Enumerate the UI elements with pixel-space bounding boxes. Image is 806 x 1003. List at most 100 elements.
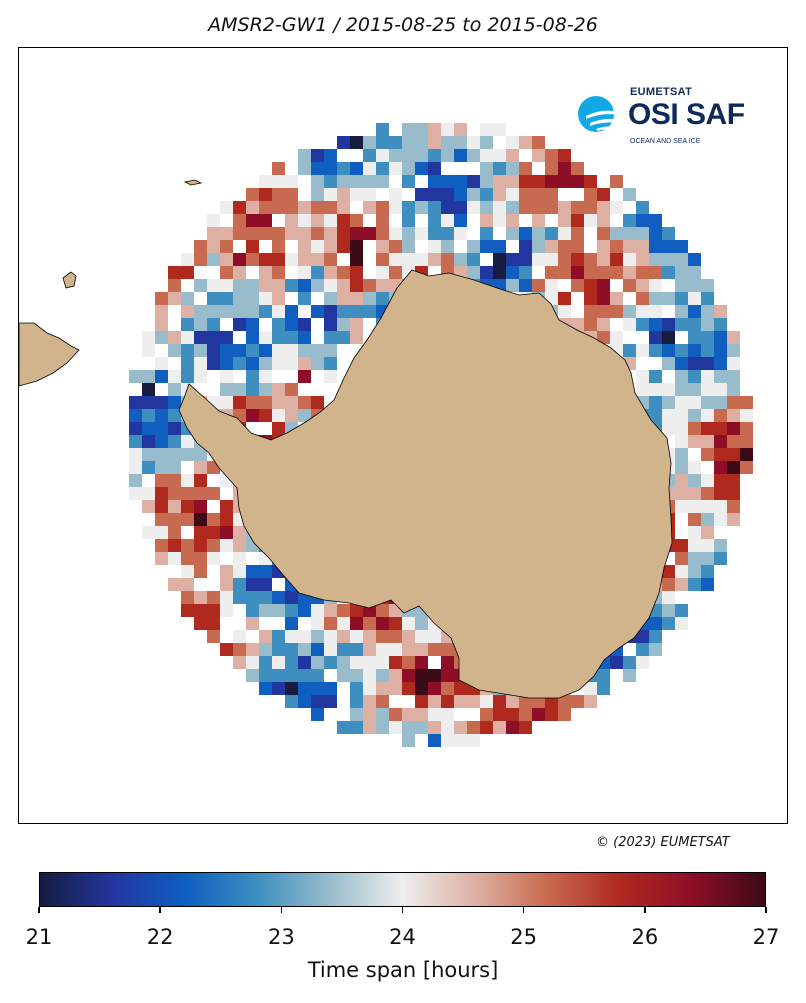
grid-cell <box>532 227 545 240</box>
colorbar <box>39 872 766 907</box>
grid-cell <box>181 474 194 487</box>
grid-cell <box>623 656 636 669</box>
grid-cell <box>467 149 480 162</box>
grid-cell <box>402 162 415 175</box>
grid-cell <box>246 565 259 578</box>
grid-cell <box>688 331 701 344</box>
grid-cell <box>298 409 311 422</box>
grid-cell <box>298 357 311 370</box>
grid-cell <box>337 630 350 643</box>
grid-cell <box>688 487 701 500</box>
grid-cell <box>441 656 454 669</box>
grid-cell <box>142 448 155 461</box>
grid-cell <box>389 136 402 149</box>
grid-cell <box>311 279 324 292</box>
grid-cell <box>662 604 675 617</box>
grid-cell <box>155 422 168 435</box>
grid-cell <box>233 630 246 643</box>
grid-cell <box>337 318 350 331</box>
grid-cell <box>597 305 610 318</box>
grid-cell <box>337 669 350 682</box>
grid-cell <box>428 734 441 747</box>
grid-cell <box>376 136 389 149</box>
grid-cell <box>545 175 558 188</box>
grid-cell <box>298 370 311 383</box>
grid-cell <box>636 643 649 656</box>
grid-cell <box>506 149 519 162</box>
grid-cell <box>155 526 168 539</box>
grid-cell <box>324 240 337 253</box>
grid-cell <box>649 617 662 630</box>
grid-cell <box>298 331 311 344</box>
grid-cell <box>207 552 220 565</box>
grid-cell <box>259 266 272 279</box>
grid-cell <box>428 136 441 149</box>
grid-cell <box>558 253 571 266</box>
grid-cell <box>584 175 597 188</box>
grid-cell <box>428 123 441 136</box>
grid-cell <box>675 617 688 630</box>
grid-cell <box>181 565 194 578</box>
grid-cell <box>142 370 155 383</box>
grid-cell <box>207 513 220 526</box>
grid-cell <box>142 461 155 474</box>
grid-cell <box>220 539 233 552</box>
grid-cell <box>168 370 181 383</box>
grid-cell <box>415 643 428 656</box>
logo-subtitle-text: OCEAN AND SEA ICE <box>630 138 701 145</box>
grid-cell <box>233 552 246 565</box>
grid-cell <box>571 162 584 175</box>
grid-cell <box>324 682 337 695</box>
grid-cell <box>363 630 376 643</box>
grid-cell <box>155 396 168 409</box>
grid-cell <box>246 227 259 240</box>
grid-cell <box>337 188 350 201</box>
grid-cell <box>467 240 480 253</box>
grid-cell <box>493 214 506 227</box>
grid-cell <box>623 214 636 227</box>
grid-cell <box>311 682 324 695</box>
south-america-landmass <box>19 322 80 387</box>
grid-cell <box>363 149 376 162</box>
grid-cell <box>597 292 610 305</box>
grid-cell <box>194 357 207 370</box>
grid-cell <box>714 435 727 448</box>
grid-cell <box>233 318 246 331</box>
grid-cell <box>662 266 675 279</box>
grid-cell <box>246 318 259 331</box>
grid-cell <box>155 513 168 526</box>
grid-cell <box>688 552 701 565</box>
grid-cell <box>233 578 246 591</box>
grid-cell <box>285 643 298 656</box>
grid-cell <box>350 604 363 617</box>
grid-cell <box>363 162 376 175</box>
grid-cell <box>337 240 350 253</box>
grid-cell <box>220 513 233 526</box>
grid-cell <box>402 656 415 669</box>
grid-cell <box>285 409 298 422</box>
grid-cell <box>558 305 571 318</box>
colorbar-tick-label: 25 <box>510 925 538 949</box>
grid-cell <box>220 357 233 370</box>
grid-cell <box>363 136 376 149</box>
grid-cell <box>168 526 181 539</box>
grid-cell <box>389 721 402 734</box>
grid-cell <box>714 409 727 422</box>
grid-cell <box>597 201 610 214</box>
grid-cell <box>194 253 207 266</box>
grid-cell <box>675 318 688 331</box>
grid-cell <box>363 695 376 708</box>
grid-cell <box>610 227 623 240</box>
grid-cell <box>272 227 285 240</box>
grid-cell <box>168 513 181 526</box>
grid-cell <box>636 630 649 643</box>
grid-cell <box>623 266 636 279</box>
grid-cell <box>298 214 311 227</box>
grid-cell <box>363 292 376 305</box>
grid-cell <box>272 240 285 253</box>
logo-name-text: OSI SAF <box>628 98 745 131</box>
grid-cell <box>259 370 272 383</box>
grid-cell <box>584 695 597 708</box>
grid-cell <box>623 318 636 331</box>
grid-cell <box>558 201 571 214</box>
